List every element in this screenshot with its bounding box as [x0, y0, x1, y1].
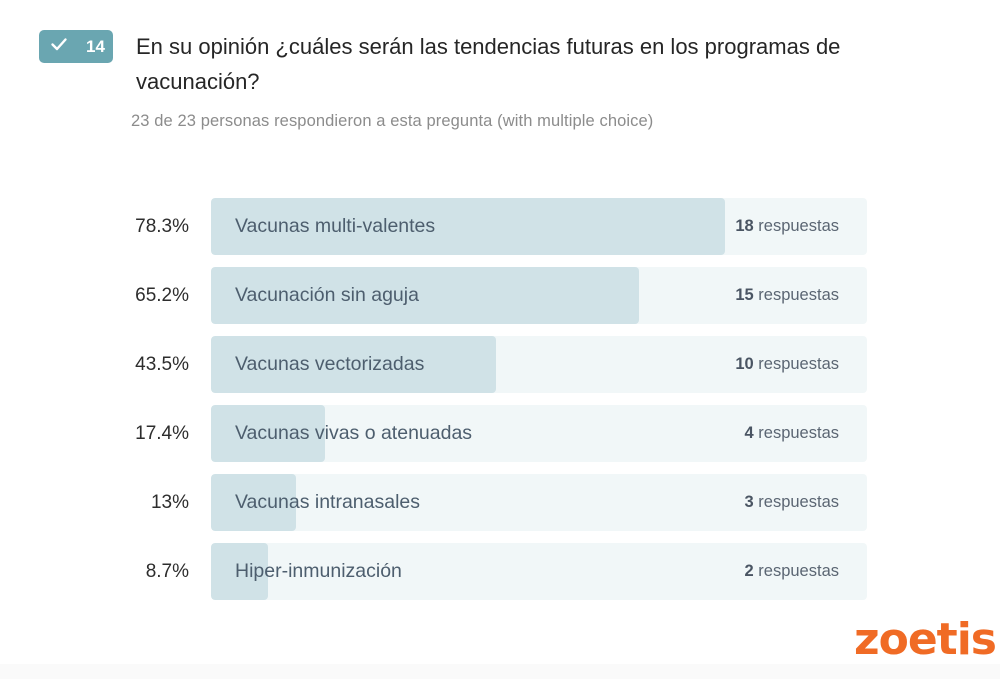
response-count-number: 10: [735, 355, 754, 373]
option-label: Vacunas vectorizadas: [235, 353, 425, 375]
bar-track: Vacunas vectorizadas 10 respuestas: [211, 336, 867, 393]
question-title: En su opinión ¿cuáles serán las tendenci…: [136, 34, 841, 94]
bar-track: Hiper-inmunización 2 respuestas: [211, 543, 867, 600]
check-icon: [50, 35, 68, 58]
response-count: 15 respuestas: [735, 286, 839, 304]
response-summary: 23 de 23 personas respondieron a esta pr…: [131, 112, 654, 130]
option-label: Vacunas multi-valentes: [235, 215, 436, 237]
option-label: Hiper-inmunización: [235, 560, 402, 582]
response-count: 2 respuestas: [744, 562, 839, 580]
question-number-badge: 14: [39, 30, 113, 63]
bar-fill: [211, 267, 639, 324]
percent-label: 13%: [150, 492, 189, 513]
bar-track: Vacunas intranasales 3 respuestas: [211, 474, 867, 531]
response-count: 4 respuestas: [744, 424, 839, 442]
bottom-strip: [0, 664, 1000, 679]
response-count-number: 2: [744, 562, 754, 580]
result-row: 17.4% Vacunas vivas o atenuadas 4 respuest…: [0, 405, 1000, 462]
percent-label: 17.4%: [135, 423, 189, 444]
response-count-number: 18: [735, 217, 754, 235]
zoetis-logo: zoetis: [854, 614, 997, 665]
percent-label: 78.3%: [135, 216, 189, 237]
percent-label: 43.5%: [135, 354, 189, 375]
response-count-number: 3: [744, 493, 754, 511]
bar-fill: [211, 336, 496, 393]
result-row: 8.7% Hiper-inmunización 2 respuestas: [0, 543, 1000, 600]
bar-fill: [211, 405, 325, 462]
bar-track: Vacunación sin aguja 15 respuestas: [211, 267, 867, 324]
percent-label: 8.7%: [145, 561, 189, 582]
option-label: Vacunas intranasales: [235, 491, 421, 513]
result-row: 13% Vacunas intranasales 3 respuestas: [0, 474, 1000, 531]
response-count-number: 4: [744, 424, 754, 442]
bar-fill: [211, 198, 725, 255]
bar-track: Vacunas vivas o atenuadas 4 respuestas: [211, 405, 867, 462]
result-row: 78.3% Vacunas multi-valentes 18 respuestas: [0, 198, 1000, 255]
response-count: 10 respuestas: [735, 355, 839, 373]
response-count: 18 respuestas: [735, 217, 839, 235]
response-count-number: 15: [735, 286, 754, 304]
result-row: 65.2% Vacunación sin aguja 15 respuestas: [0, 267, 1000, 324]
response-count: 3 respuestas: [744, 493, 839, 511]
option-label: Vacunas vivas o atenuadas: [235, 422, 473, 444]
bar-track: Vacunas multi-valentes 18 respuestas: [211, 198, 867, 255]
option-label: Vacunación sin aguja: [235, 284, 419, 306]
result-row: 43.5% Vacunas vectorizadas 10 respuestas: [0, 336, 1000, 393]
percent-label: 65.2%: [135, 285, 189, 306]
question-number: 14: [86, 36, 105, 56]
bar-fill: [211, 543, 268, 600]
bar-fill: [211, 474, 296, 531]
